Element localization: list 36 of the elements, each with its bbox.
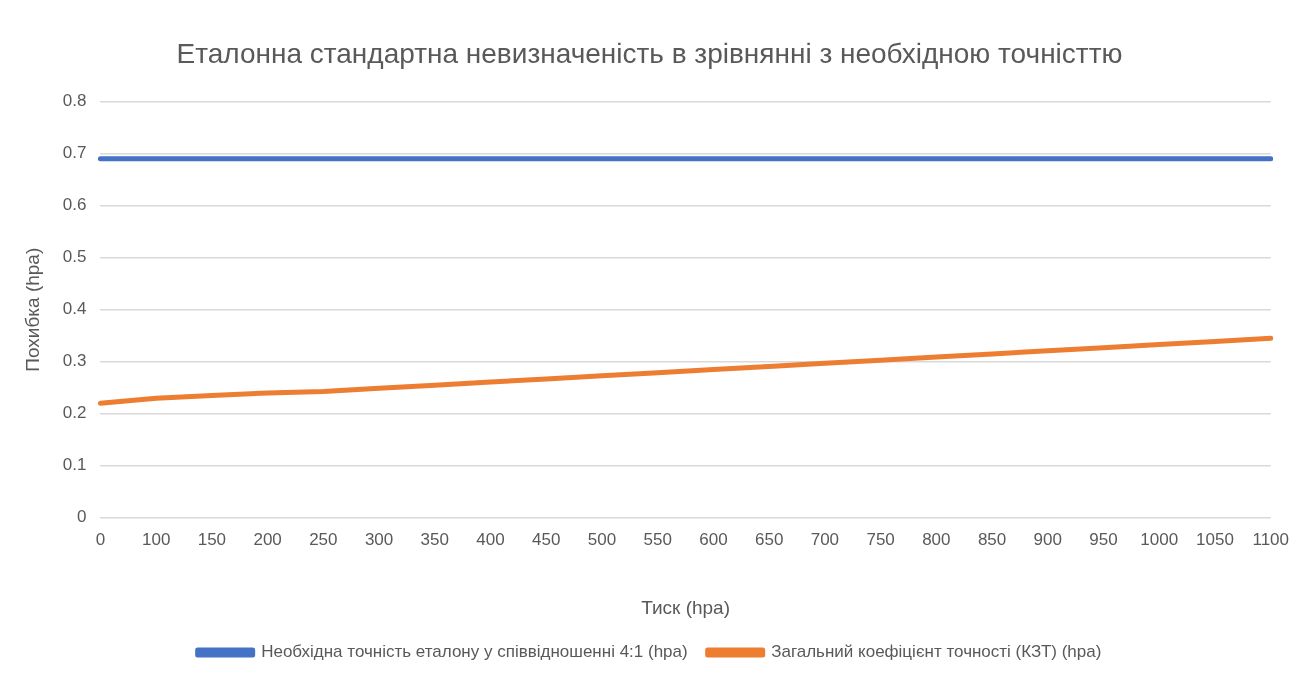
y-axis-title: Похибка (hpa) (21, 247, 43, 372)
x-tick-label: 300 (364, 529, 394, 549)
x-tick-label: 850 (977, 529, 1007, 549)
x-tick-label: 350 (420, 529, 449, 549)
x-tick-label: 750 (866, 529, 895, 549)
x-tick-label: 800 (922, 529, 951, 549)
y-tick-label: 0.7 (62, 143, 87, 163)
y-tick-label: 0.1 (62, 455, 87, 475)
x-tick-label: 450 (532, 529, 561, 549)
x-tick-label: 900 (1033, 529, 1062, 549)
x-tick-label: 1050 (1196, 529, 1234, 549)
x-tick-label: 950 (1089, 529, 1118, 549)
y-tick-label: 0.5 (62, 247, 87, 267)
x-tick-label: 500 (587, 529, 617, 549)
x-tick-label: 1000 (1140, 529, 1179, 549)
y-tick-label: 0.3 (62, 351, 87, 371)
y-tick-label: 0.2 (62, 403, 87, 423)
x-tick-label: 700 (810, 529, 840, 549)
x-tick-label: 0 (95, 529, 106, 549)
y-tick-label: 0 (76, 507, 87, 527)
x-tick-label: 650 (754, 529, 784, 549)
chart-title: Еталонна стандартна невизначеність в зрівнянні з необхідною точністтю (176, 37, 1123, 69)
legend-label: Загальний коефіцієнт точності (КЗТ) (hpa) (771, 642, 1102, 662)
x-tick-label: 150 (197, 529, 227, 549)
y-tick-label: 0.8 (62, 91, 87, 111)
x-tick-label: 600 (699, 529, 728, 549)
x-tick-label: 550 (643, 529, 672, 549)
x-tick-label: 250 (309, 529, 338, 549)
y-tick-label: 0.4 (62, 299, 87, 319)
x-tick-label: 1100 (1252, 529, 1289, 549)
x-tick-label: 400 (476, 529, 505, 549)
legend-label: Необхідна точність еталону у співвідношенні 4:1 (hpa) (261, 642, 688, 662)
x-tick-label: 100 (141, 529, 171, 549)
x-axis-title: Тиск (hpa) (641, 596, 730, 618)
y-tick-label: 0.6 (62, 195, 87, 215)
x-tick-label: 200 (253, 529, 282, 549)
